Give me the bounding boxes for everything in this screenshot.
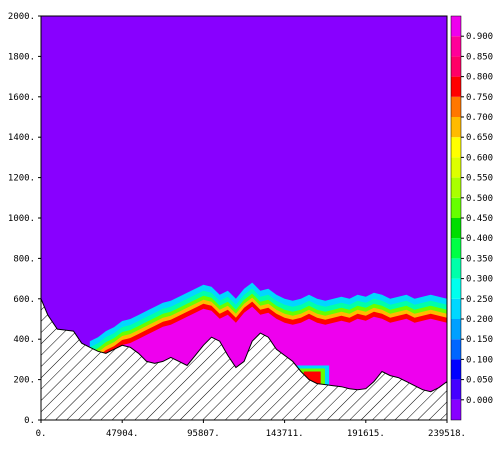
colorbar-segment: [451, 359, 461, 380]
colorbar-segment: [451, 319, 461, 340]
colorbar-segment: [451, 197, 461, 218]
x-tick-label: 191615.: [347, 429, 385, 439]
colorbar-label: 0.150: [466, 335, 493, 345]
colorbar-segment: [451, 379, 461, 400]
y-tick-label: 400.: [13, 335, 35, 345]
colorbar-segment: [451, 137, 461, 158]
x-tick-label: 0.: [36, 429, 47, 439]
colorbar-label: 0.000: [466, 396, 493, 406]
colorbar-segment: [451, 16, 461, 37]
colorbar-segment: [451, 96, 461, 117]
colorbar-label: 0.700: [466, 113, 493, 123]
y-tick-label: 2000.: [8, 12, 35, 22]
colorbar-label: 0.800: [466, 73, 493, 83]
x-tick-label: 239518.: [428, 429, 466, 439]
y-tick-label: 1000.: [8, 214, 35, 224]
colorbar-label: 0.400: [466, 234, 493, 244]
y-tick-label: 1200.: [8, 174, 35, 184]
x-tick-label: 95807.: [187, 429, 220, 439]
colorbar-segment: [451, 56, 461, 77]
colorbar-segment: [451, 177, 461, 198]
colorbar-label: 0.500: [466, 194, 493, 204]
colorbar-label: 0.200: [466, 315, 493, 325]
x-tick-label: 47904.: [106, 429, 139, 439]
y-tick-label: 800.: [13, 254, 35, 264]
colorbar-label: 0.650: [466, 133, 493, 143]
colorbar-segment: [451, 238, 461, 259]
colorbar-segment: [451, 339, 461, 360]
colorbar-label: 0.550: [466, 174, 493, 184]
y-tick-label: 600.: [13, 295, 35, 305]
colorbar-label: 0.850: [466, 52, 493, 62]
colorbar-label: 0.600: [466, 153, 493, 163]
x-tick-label: 143711.: [266, 429, 304, 439]
terrain: [40, 298, 448, 421]
y-tick-label: 0.: [24, 416, 35, 426]
colorbar-label: 0.900: [466, 32, 493, 42]
colorbar-segment: [451, 157, 461, 178]
colorbar-segment: [451, 218, 461, 239]
colorbar-segment: [451, 298, 461, 319]
y-tick-label: 1600.: [8, 93, 35, 103]
colorbar-label: 0.450: [466, 214, 493, 224]
colorbar-segment: [451, 258, 461, 279]
colorbar-segment: [451, 117, 461, 138]
colorbar-label: 0.750: [466, 93, 493, 103]
colorbar-label: 0.050: [466, 376, 493, 386]
colorbar-segment: [451, 278, 461, 299]
y-tick-label: 1400.: [8, 133, 35, 143]
colorbar-segment: [451, 399, 461, 420]
colorbar-label: 0.300: [466, 275, 493, 285]
colorbar-segment: [451, 36, 461, 57]
colorbar-label: 0.350: [466, 254, 493, 264]
colorbar-segment: [451, 76, 461, 97]
y-tick-label: 1800.: [8, 52, 35, 62]
colorbar-label: 0.250: [466, 295, 493, 305]
y-tick-label: 200.: [13, 376, 35, 386]
colorbar-label: 0.100: [466, 355, 493, 365]
